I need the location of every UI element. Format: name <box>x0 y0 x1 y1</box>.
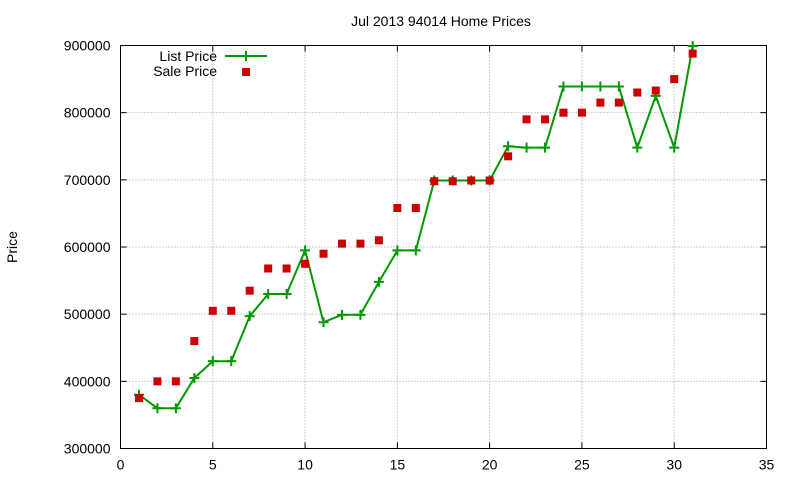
sale-price-point <box>337 239 346 248</box>
sale-price-point <box>374 236 383 245</box>
y-tick-label: 400000 <box>64 373 111 389</box>
x-tick-label: 5 <box>209 457 217 473</box>
list-price-point <box>300 245 311 256</box>
y-axis-label: Price <box>4 231 20 263</box>
chart-title: Jul 2013 94014 Home Prices <box>351 13 531 29</box>
x-tick-label: 25 <box>574 457 590 473</box>
sale-price-point <box>485 176 494 185</box>
legend-label-list-price: List Price <box>159 48 217 64</box>
sale-price-point <box>467 176 476 185</box>
sale-price-point <box>522 115 531 124</box>
sale-price-point <box>282 264 291 273</box>
sale-price-point <box>153 377 162 386</box>
sale-price-point <box>670 75 679 84</box>
list-price-point <box>558 81 569 92</box>
sale-price-point <box>633 88 642 97</box>
list-price-point <box>336 309 347 320</box>
sale-price-point <box>134 394 143 403</box>
x-tick-label: 20 <box>482 457 498 473</box>
legend: List Price Sale Price <box>153 48 267 79</box>
series-layer <box>133 41 698 414</box>
list-price-point <box>244 311 255 322</box>
x-tick-label: 0 <box>117 457 125 473</box>
y-tick-label: 800000 <box>64 105 111 121</box>
sale-price-point <box>614 98 623 107</box>
x-tick-label: 30 <box>666 457 682 473</box>
y-tick-label: 900000 <box>64 38 111 54</box>
sale-price-point <box>559 108 568 117</box>
list-price-point <box>669 142 680 153</box>
list-price-point <box>632 142 643 153</box>
sale-price-point <box>596 98 605 107</box>
sale-price-point <box>541 115 550 124</box>
ticks: 0 5 10 15 20 25 30 35 300000 400000 500000 600000 70… <box>64 38 775 473</box>
sale-price-point <box>264 264 273 273</box>
sale-price-point <box>301 259 310 268</box>
sale-price-point <box>577 108 586 117</box>
list-price-point <box>281 289 292 300</box>
list-price-point <box>170 403 181 414</box>
y-tick-label: 500000 <box>64 306 111 322</box>
sale-price-point <box>504 152 513 161</box>
list-price-point <box>687 41 698 52</box>
sale-price-point <box>190 337 199 346</box>
sale-price-point <box>688 49 697 58</box>
list-price-point <box>613 81 624 92</box>
sale-price-point <box>448 177 457 186</box>
y-tick-label: 300000 <box>64 441 111 457</box>
legend-marker-sale-price <box>242 68 250 76</box>
list-price-point <box>355 309 366 320</box>
sale-price-point <box>393 204 402 213</box>
sale-price-point <box>245 286 254 295</box>
legend-marker-list-price <box>241 51 251 61</box>
list-price-point <box>189 372 200 383</box>
grid <box>120 45 767 449</box>
list-price-point <box>521 142 532 153</box>
series-line <box>138 46 694 410</box>
y-tick-label: 600000 <box>64 239 111 255</box>
list-price-point <box>207 356 218 367</box>
sale-price-point <box>651 86 660 95</box>
sale-price-point <box>208 306 217 315</box>
list-price-point <box>576 81 587 92</box>
list-price-point <box>410 245 421 256</box>
list-price-point <box>318 317 329 328</box>
x-tick-label: 15 <box>390 457 406 473</box>
list-price-point <box>503 141 514 152</box>
series-1 <box>134 49 697 403</box>
sale-price-point <box>356 239 365 248</box>
list-price-point <box>540 142 551 153</box>
sale-price-point <box>227 306 236 315</box>
list-price-point <box>595 81 606 92</box>
list-price-point <box>392 245 403 256</box>
series-0 <box>133 41 698 414</box>
x-tick-label: 35 <box>759 457 775 473</box>
sale-price-point <box>430 177 439 186</box>
x-tick-label: 10 <box>297 457 313 473</box>
list-price-point <box>152 403 163 414</box>
legend-label-sale-price: Sale Price <box>153 63 217 79</box>
list-price-point <box>373 276 384 287</box>
sale-price-point <box>319 249 328 258</box>
list-price-point <box>226 356 237 367</box>
sale-price-point <box>411 204 420 213</box>
sale-price-point <box>171 377 180 386</box>
list-price-point <box>263 289 274 300</box>
y-tick-label: 700000 <box>64 172 111 188</box>
